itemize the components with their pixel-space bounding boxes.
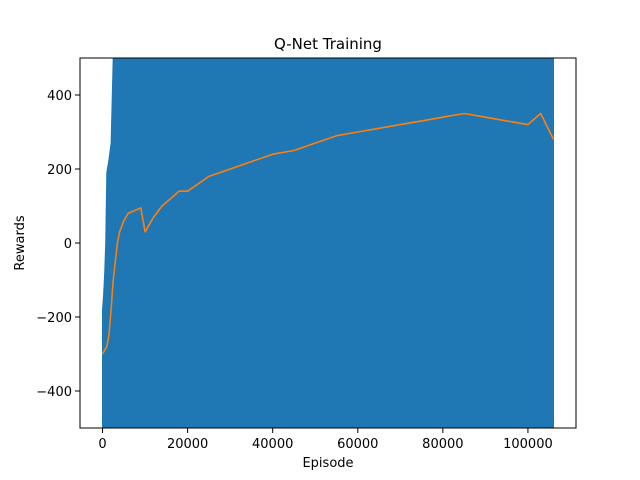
- y-axis-label: Rewards: [13, 215, 28, 270]
- x-tick-label: 60000: [337, 437, 378, 452]
- y-tick-label: 400: [47, 89, 72, 104]
- plot-area: [101, 58, 555, 428]
- y-tick-label: 200: [47, 163, 72, 178]
- x-tick-label: 100000: [503, 437, 553, 452]
- y-tick-label: −400: [36, 385, 72, 400]
- x-tick-label: 40000: [252, 437, 293, 452]
- x-axis-label: Episode: [302, 456, 353, 471]
- smoothed-rewards-line: [101, 112, 555, 355]
- y-axis: −400 −200 0 200 400: [36, 89, 80, 400]
- y-tick-label: 0: [64, 237, 72, 252]
- x-axis: 0 20000 40000 60000 80000 100000: [98, 428, 553, 452]
- raw-rewards-band: [102, 58, 554, 428]
- y-tick-label: −200: [36, 311, 72, 326]
- x-tick-label: 80000: [422, 437, 463, 452]
- chart-title: Q-Net Training: [274, 35, 382, 53]
- x-tick-label: 20000: [167, 437, 208, 452]
- x-tick-label: 0: [98, 437, 106, 452]
